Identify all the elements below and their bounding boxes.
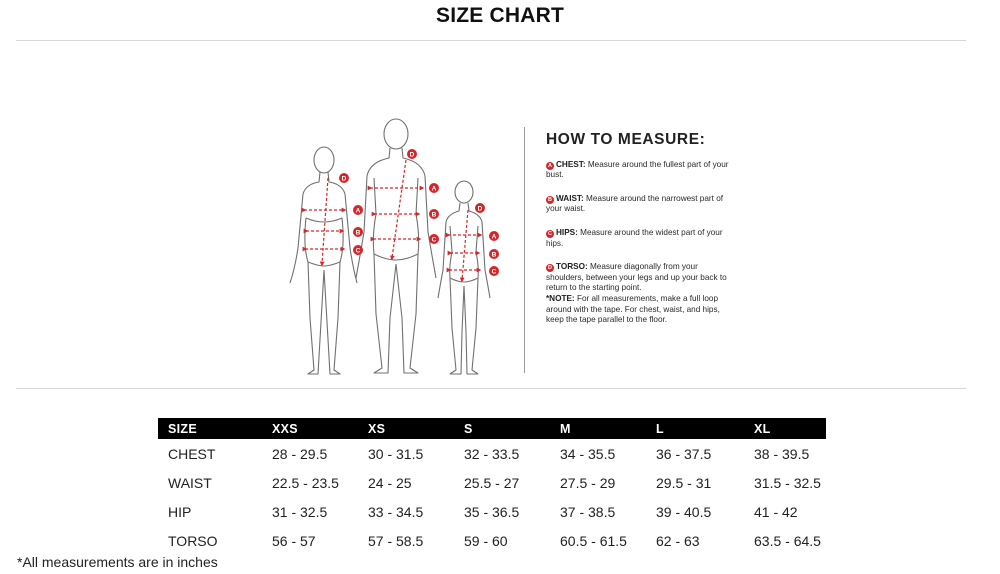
table-cell: 59 - 60	[464, 532, 508, 549]
man-label-d: D	[410, 151, 415, 158]
badge-b-icon: B	[546, 195, 554, 204]
man-label-c: C	[432, 236, 437, 243]
torso-text: Measure diagonally from your shoulders, …	[546, 262, 727, 293]
how-to-measure-panel: HOW TO MEASURE: A CHEST: Measure around t…	[546, 131, 736, 339]
hips-instruction: C HIPS: Measure around the widest part of…	[546, 228, 736, 249]
child-label-d: D	[478, 205, 483, 212]
child-label-b: B	[492, 251, 497, 258]
col-header-l: L	[646, 418, 744, 439]
woman-figure	[289, 146, 358, 375]
torso-instruction: D TORSO: Measure diagonally from your sho…	[546, 262, 736, 294]
chest-text: Measure around the fullest part of your …	[546, 159, 729, 180]
note-term: *NOTE:	[546, 293, 575, 303]
badge-c-icon: C	[546, 229, 554, 238]
table-cell: 63.5 - 64.5	[754, 532, 821, 549]
child-label-c: C	[492, 268, 497, 275]
waist-text: Measure around the narrowest part of you…	[546, 193, 724, 214]
row-label: TORSO	[168, 532, 218, 549]
table-cell: 35 - 36.5	[464, 503, 520, 520]
col-header-m: M	[550, 418, 646, 439]
woman-label-c: C	[356, 247, 361, 254]
waist-instruction: B WAIST: Measure around the narrowest par…	[546, 194, 736, 215]
table-cell: 25.5 - 27	[464, 474, 520, 491]
how-to-measure-title: HOW TO MEASURE:	[546, 131, 706, 148]
page-title: SIZE CHART	[436, 4, 564, 27]
woman-label-b: B	[356, 229, 361, 236]
woman-label-d: D	[342, 175, 347, 182]
measurement-illustration: D A B C D A B C D A B C	[289, 118, 499, 375]
size-table: SIZE XXS XS S M L XL CHEST 28 - 29.5 30 …	[158, 418, 826, 555]
row-label: HIP	[168, 503, 192, 520]
torso-term: TORSO:	[556, 262, 588, 272]
table-cell: 60.5 - 61.5	[560, 532, 627, 549]
table-cell: 37 - 38.5	[560, 503, 616, 520]
woman-label-a: A	[356, 207, 361, 214]
middle-divider	[16, 388, 966, 389]
table-cell: 39 - 40.5	[656, 503, 712, 520]
chest-instruction: A CHEST: Measure around the fullest part …	[546, 160, 736, 181]
table-cell: 31.5 - 32.5	[754, 474, 821, 491]
man-label-a: A	[432, 185, 437, 192]
man-label-b: B	[432, 211, 437, 218]
table-cell: 31 - 32.5	[272, 503, 328, 520]
table-cell: 56 - 57	[272, 532, 316, 549]
man-figure	[355, 118, 437, 374]
table-cell: 41 - 42	[754, 503, 798, 520]
badge-a-icon: A	[546, 161, 554, 170]
hips-text: Measure around the widest part of your h…	[546, 227, 723, 248]
table-cell: 62 - 63	[656, 532, 700, 549]
table-header-row: SIZE XXS XS S M L XL	[158, 418, 826, 439]
illustration-divider	[524, 127, 525, 373]
table-cell: 27.5 - 29	[560, 474, 616, 491]
hips-term: HIPS:	[556, 227, 578, 237]
table-cell: 29.5 - 31	[656, 474, 712, 491]
table-cell: 57 - 58.5	[368, 532, 424, 549]
table-cell: 36 - 37.5	[656, 445, 712, 462]
measure-note: *NOTE: For all measurements, make a full…	[546, 294, 736, 326]
note-text: For all measurements, make a full loop a…	[546, 293, 720, 325]
table-cell: 33 - 34.5	[368, 503, 424, 520]
table-cell: 32 - 33.5	[464, 445, 520, 462]
col-header-xxs: XXS	[262, 418, 358, 439]
chest-term: CHEST:	[556, 159, 586, 169]
row-label: CHEST	[168, 445, 216, 462]
col-header-s: S	[454, 418, 550, 439]
table-cell: 34 - 35.5	[560, 445, 616, 462]
waist-term: WAIST:	[556, 193, 584, 203]
table-cell: 30 - 31.5	[368, 445, 424, 462]
table-row: TORSO 56 - 57 57 - 58.5 59 - 60 60.5 - 6…	[158, 526, 826, 555]
col-header-xs: XS	[358, 418, 454, 439]
row-label: WAIST	[168, 474, 212, 491]
table-row: HIP 31 - 32.5 33 - 34.5 35 - 36.5 37 - 3…	[158, 497, 826, 526]
col-header-size: SIZE	[158, 418, 262, 439]
col-header-xl: XL	[744, 418, 826, 439]
footnote: *All measurements are in inches	[17, 554, 218, 570]
top-divider	[16, 40, 966, 41]
badge-d-icon: D	[546, 264, 554, 273]
table-cell: 24 - 25	[368, 474, 412, 491]
table-cell: 38 - 39.5	[754, 445, 810, 462]
table-cell: 28 - 29.5	[272, 445, 328, 462]
table-row: CHEST 28 - 29.5 30 - 31.5 32 - 33.5 34 -…	[158, 439, 826, 468]
table-cell: 22.5 - 23.5	[272, 474, 339, 491]
table-row: WAIST 22.5 - 23.5 24 - 25 25.5 - 27 27.5…	[158, 468, 826, 497]
child-label-a: A	[492, 233, 497, 240]
